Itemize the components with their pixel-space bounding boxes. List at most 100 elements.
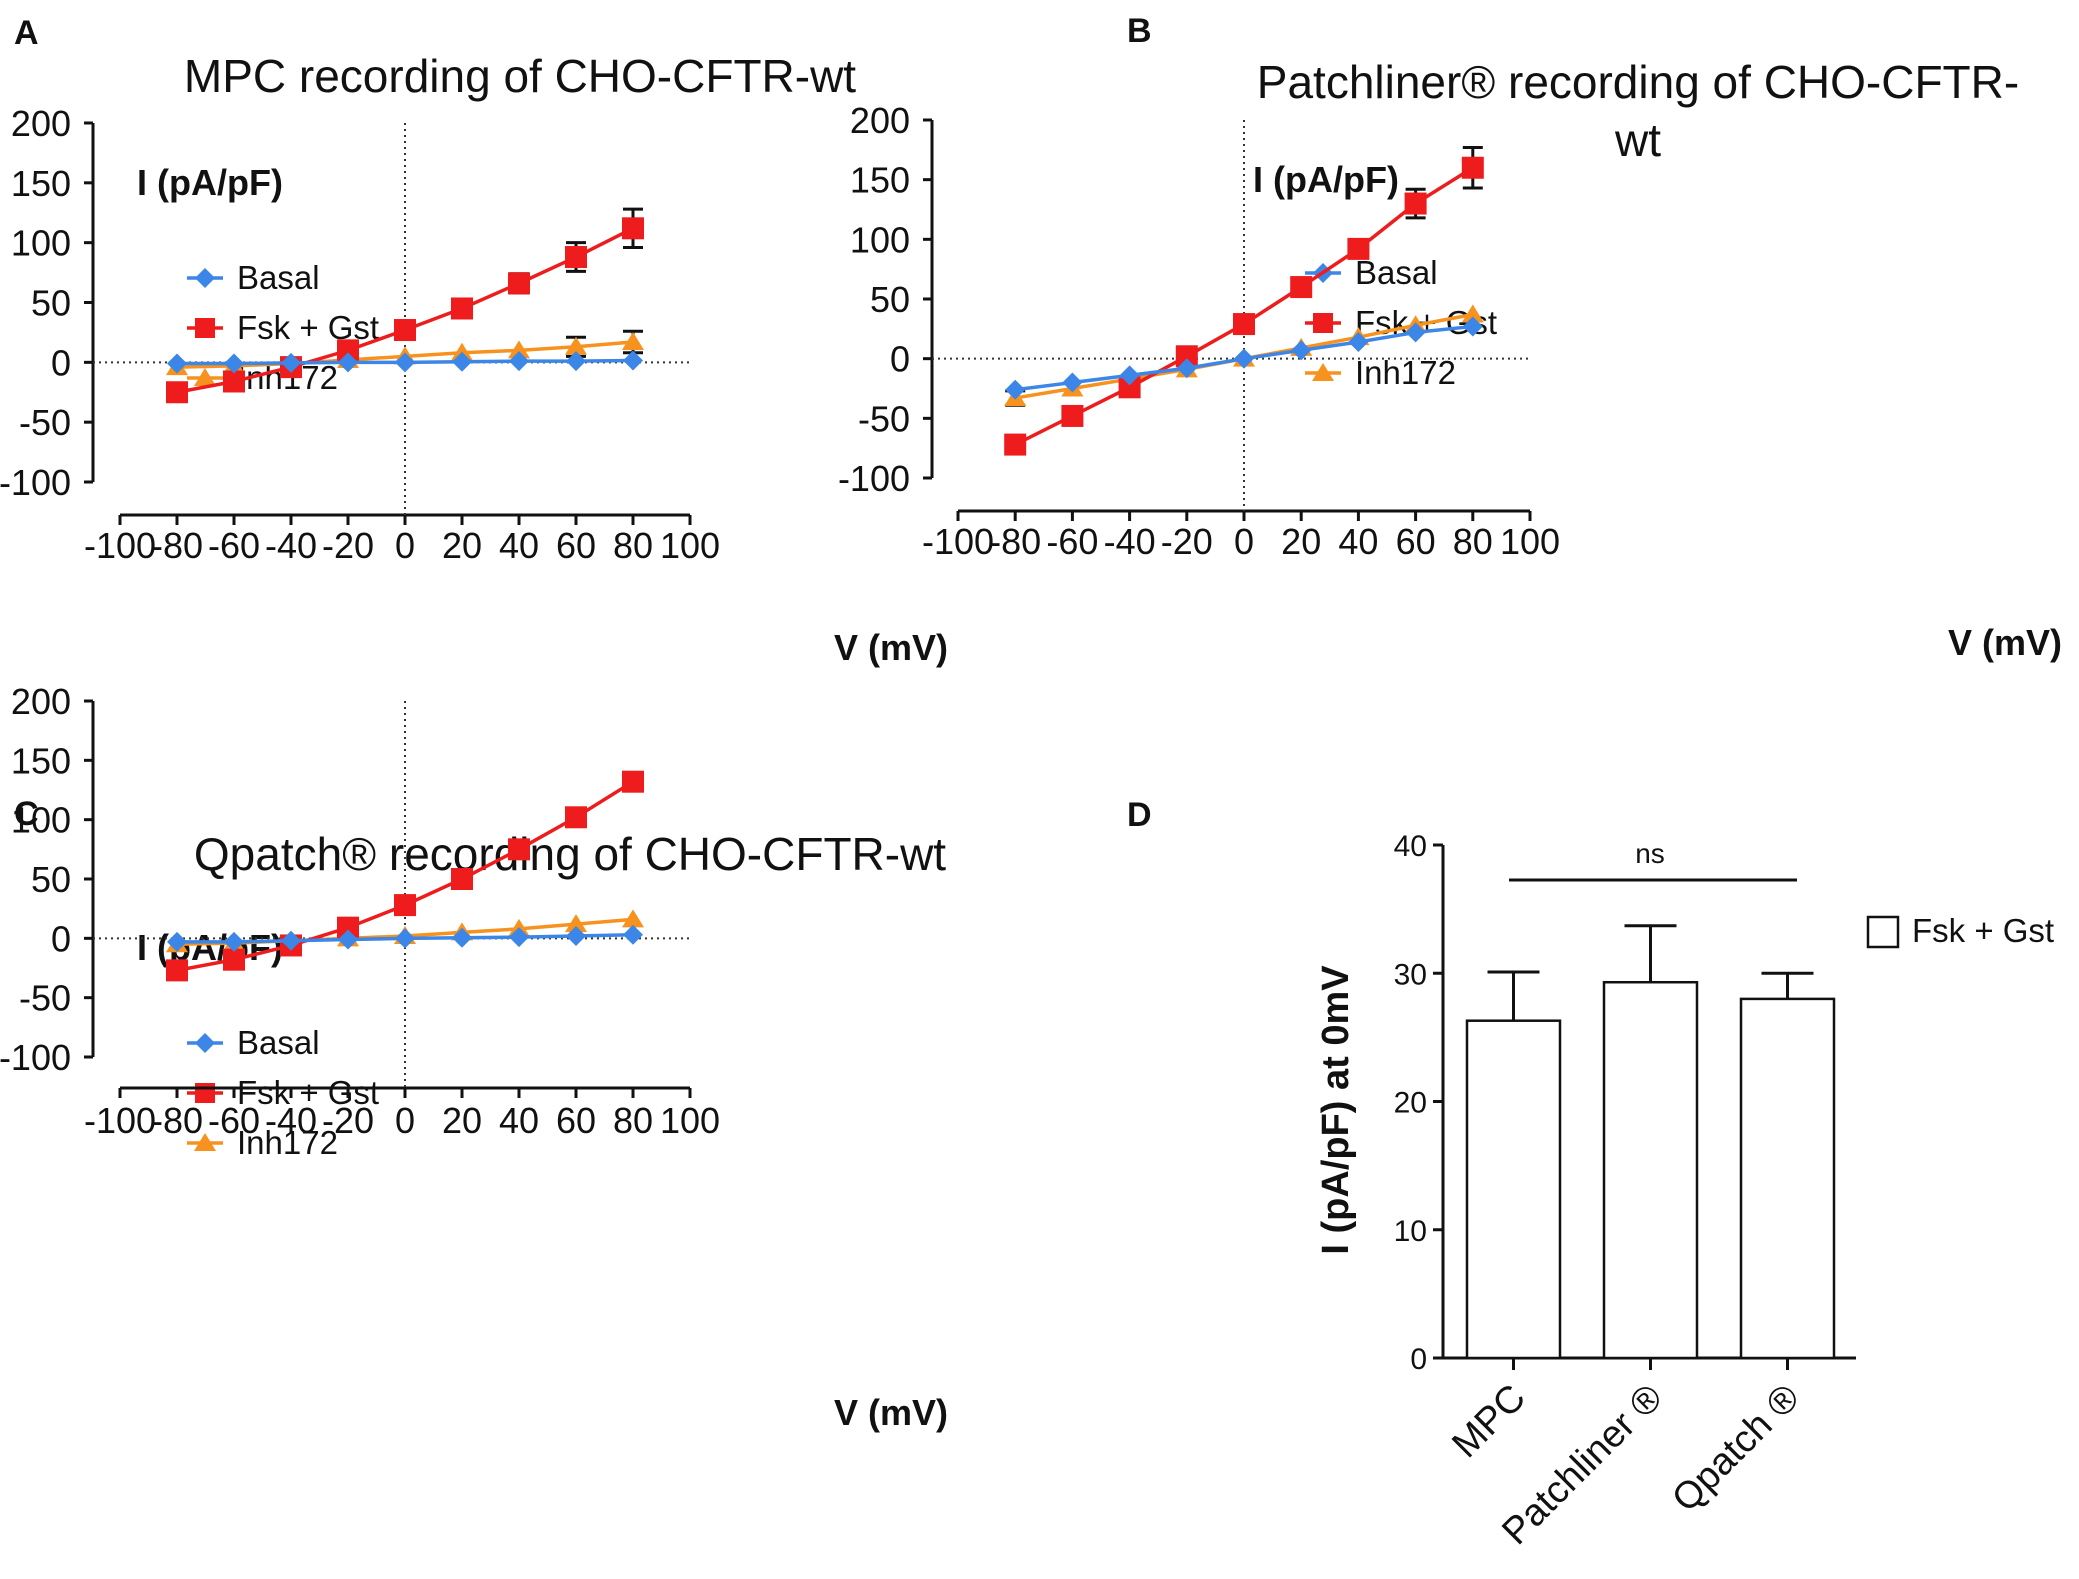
series-basal bbox=[1005, 316, 1483, 400]
x-tick-label: 100 bbox=[660, 525, 720, 566]
data-point-fsk-gst bbox=[451, 868, 473, 890]
x-tick-label: -60 bbox=[208, 525, 260, 566]
data-point-fsk-gst bbox=[1175, 345, 1198, 368]
x-tick-label: 0 bbox=[1234, 521, 1254, 562]
x-tick-label: 40 bbox=[1338, 521, 1378, 562]
legend-label-fsk-gst: Fsk + Gst bbox=[1912, 912, 2054, 949]
y-tick-label: 50 bbox=[31, 283, 71, 324]
data-point-fsk-gst bbox=[565, 806, 587, 829]
data-point-basal bbox=[623, 924, 643, 945]
data-point-fsk-gst bbox=[394, 319, 416, 342]
y-tick-label: 200 bbox=[850, 100, 910, 141]
data-point-fsk-gst bbox=[1061, 404, 1084, 427]
data-point-fsk-gst bbox=[1461, 156, 1484, 179]
y-tick-label: 150 bbox=[850, 160, 910, 201]
panel-c-title: Qpatch® recording of CHO-CFTR-wt bbox=[194, 828, 946, 880]
x-tick-label: -100 bbox=[922, 521, 994, 562]
data-point-fsk-gst bbox=[1233, 313, 1255, 336]
legend-label-inh172: Inh172 bbox=[237, 1124, 338, 1161]
bar-qpatch bbox=[1739, 997, 1836, 1360]
data-point-fsk-gst bbox=[508, 272, 530, 295]
x-tick-label: -100 bbox=[84, 1100, 156, 1141]
panel-b-title-line-1: Patchliner® recording of CHO-CFTR- bbox=[1257, 56, 2019, 108]
x-tick-label: 40 bbox=[499, 1100, 539, 1141]
legend-label-basal: Basal bbox=[237, 259, 320, 296]
panel-c-legend: Basal Fsk + Gst Inh172 bbox=[187, 1024, 379, 1161]
panel-a-x-axis-label: V (mV) bbox=[834, 627, 948, 668]
data-point-basal bbox=[338, 929, 358, 950]
x-tick-label: -100 bbox=[84, 525, 156, 566]
x-tick-label: 20 bbox=[1281, 521, 1321, 562]
data-point-fsk-gst bbox=[1118, 376, 1141, 399]
x-tick-label: -20 bbox=[322, 525, 374, 566]
y-tick-label: 20 bbox=[1394, 1087, 1427, 1120]
data-point-fsk-gst bbox=[166, 959, 188, 982]
data-point-inh172 bbox=[508, 340, 530, 359]
data-point-basal bbox=[623, 350, 643, 371]
panel-label-b: B bbox=[1127, 12, 1152, 50]
data-point-fsk-gst bbox=[337, 916, 359, 939]
y-tick-label: 40 bbox=[1394, 830, 1427, 863]
legend-marker-basal bbox=[195, 268, 215, 288]
x-tick-label: -80 bbox=[151, 525, 203, 566]
significance-label: ns bbox=[1635, 838, 1665, 869]
panel-label-c: C bbox=[14, 795, 39, 833]
x-tick-label: -20 bbox=[322, 1100, 374, 1141]
y-tick-label: -100 bbox=[838, 458, 910, 499]
x-tick-label: 100 bbox=[1500, 521, 1560, 562]
legend-marker-inh172 bbox=[194, 368, 216, 386]
panel-a-title: MPC recording of CHO-CFTR-wt bbox=[184, 50, 856, 102]
data-point-basal bbox=[1348, 331, 1369, 352]
x-tick-label: -60 bbox=[1046, 521, 1098, 562]
legend-marker-inh172 bbox=[1312, 363, 1334, 381]
data-point-inh172 bbox=[565, 914, 587, 933]
x-tick-label: 60 bbox=[556, 525, 596, 566]
y-tick-label: 10 bbox=[1394, 1215, 1427, 1248]
y-tick-label: -50 bbox=[19, 978, 71, 1019]
data-point-basal bbox=[1005, 379, 1026, 400]
x-tick-label: 40 bbox=[499, 525, 539, 566]
y-tick-label: 100 bbox=[850, 219, 910, 260]
data-point-fsk-gst bbox=[394, 894, 416, 917]
y-tick-label: -100 bbox=[0, 462, 71, 503]
x-tick-label: -80 bbox=[989, 521, 1041, 562]
panel-label-a: A bbox=[14, 14, 39, 52]
data-point-basal bbox=[395, 928, 415, 949]
panel-a-legend: Basal Fsk + Gst Inh172 bbox=[187, 259, 379, 396]
data-point-basal bbox=[452, 351, 472, 372]
panel-d-legend: Fsk + Gst bbox=[1866, 912, 2054, 949]
panel-b-y-axis-label: I (pA/pF) bbox=[1253, 159, 1399, 200]
y-tick-label: 150 bbox=[11, 163, 71, 204]
legend-label-basal: Basal bbox=[237, 1024, 320, 1061]
x-tick-label: -60 bbox=[208, 1100, 260, 1141]
series-basal bbox=[167, 924, 643, 952]
data-point-fsk-gst bbox=[622, 217, 644, 240]
x-tick-label: 20 bbox=[442, 525, 482, 566]
panel-c-x-axis-label: V (mV) bbox=[834, 1392, 948, 1433]
data-point-inh172 bbox=[622, 331, 644, 350]
data-point-basal bbox=[1119, 365, 1140, 386]
data-point-basal bbox=[452, 927, 472, 948]
x-tick-label: 80 bbox=[1453, 521, 1493, 562]
data-point-basal bbox=[167, 931, 187, 952]
data-point-fsk-gst bbox=[1404, 192, 1427, 215]
x-tick-label: -20 bbox=[1161, 521, 1213, 562]
y-tick-label: 0 bbox=[51, 918, 71, 959]
data-point-fsk-gst bbox=[166, 381, 188, 404]
data-point-basal bbox=[1405, 322, 1426, 343]
x-tick-label: 100 bbox=[660, 1100, 720, 1141]
x-tick-label: 60 bbox=[1396, 521, 1436, 562]
data-point-inh172 bbox=[1461, 304, 1484, 323]
data-point-basal bbox=[224, 931, 244, 952]
data-point-basal bbox=[281, 930, 301, 951]
bar-patchliner bbox=[1602, 980, 1699, 1360]
x-tick-label: 80 bbox=[613, 525, 653, 566]
y-tick-label: -50 bbox=[858, 398, 910, 439]
panel-b: B Patchliner® recording of CHO-CFTR- wt … bbox=[838, 12, 2062, 663]
data-point-fsk-gst bbox=[622, 770, 644, 793]
data-point-fsk-gst bbox=[1290, 276, 1313, 299]
data-point-basal bbox=[509, 351, 529, 372]
data-point-inh172 bbox=[622, 909, 644, 928]
panel-d-y-axis-label: I (pA/pF) at 0mV bbox=[1315, 965, 1357, 1255]
panel-b-x-axis-label: V (mV) bbox=[1948, 622, 2062, 663]
